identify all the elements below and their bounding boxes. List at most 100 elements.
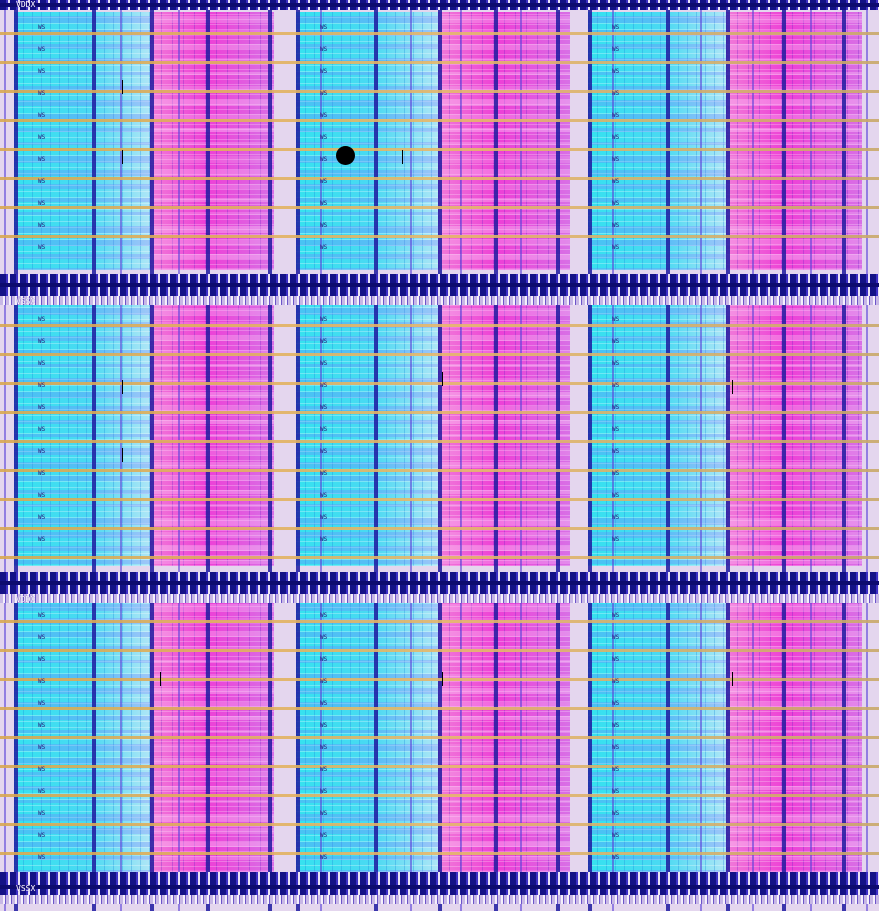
metal-thin-line <box>320 0 322 911</box>
via-marker <box>122 448 123 462</box>
cell-tag: WS <box>320 156 328 163</box>
cell-tag: WS <box>612 854 620 861</box>
cell-tag: WS <box>612 46 620 53</box>
power-rail <box>0 556 879 559</box>
metal-thin-line <box>178 0 180 911</box>
cell-tag: WS <box>612 448 620 455</box>
via-marker <box>122 380 123 394</box>
bus-strip <box>0 572 879 594</box>
layout-cell-magenta <box>150 12 274 270</box>
cell-tag: WS <box>38 134 46 141</box>
cell-tag: WS <box>612 178 620 185</box>
metal-vertical-line <box>666 0 670 911</box>
cell-tag: WS <box>320 338 328 345</box>
cell-tag: WS <box>38 222 46 229</box>
metal-thin-line <box>120 0 122 911</box>
cell-tag: WS <box>320 24 328 31</box>
cell-tag: WS <box>38 46 46 53</box>
cell-tag: WS <box>612 810 620 817</box>
power-rail <box>0 90 879 93</box>
metal-vertical-line <box>494 0 498 911</box>
row-label: VSSX <box>16 297 36 306</box>
power-rail <box>0 177 879 180</box>
label-strip <box>0 594 879 603</box>
metal-thin-line <box>752 0 754 911</box>
cell-tag: WS <box>320 470 328 477</box>
cell-tag: WS <box>320 612 328 619</box>
cell-tag: WS <box>38 156 46 163</box>
label-strip <box>0 895 879 904</box>
cell-tag: WS <box>612 244 620 251</box>
cell-tag: WS <box>320 426 328 433</box>
cell-tag: WS <box>38 656 46 663</box>
layout-cell-cyan <box>296 12 438 270</box>
layout-cell-cyan <box>588 304 726 566</box>
cell-tag: WS <box>320 200 328 207</box>
via-marker <box>122 80 123 94</box>
cell-tag: WS <box>38 536 46 543</box>
cell-tag: WS <box>38 200 46 207</box>
cell-tag: WS <box>38 382 46 389</box>
cell-tag: WS <box>38 854 46 861</box>
cell-tag: WS <box>320 536 328 543</box>
cell-tag: WS <box>612 200 620 207</box>
layout-cell-magenta <box>726 304 862 566</box>
cell-tag: WS <box>38 178 46 185</box>
cell-tag: WS <box>320 810 328 817</box>
metal-vertical-line <box>588 0 592 911</box>
cell-tag: WS <box>612 722 620 729</box>
cell-tag: WS <box>38 514 46 521</box>
power-rail <box>0 794 879 797</box>
power-rail <box>0 206 879 209</box>
via-marker <box>732 672 733 686</box>
layout-cell-cyan <box>588 12 726 270</box>
cell-tag: WS <box>38 810 46 817</box>
row-label: VSSX <box>16 884 36 893</box>
metal-vertical-line <box>782 0 786 911</box>
cell-tag: WS <box>38 832 46 839</box>
metal-vertical-line <box>296 0 300 911</box>
cell-tag: WS <box>38 470 46 477</box>
cell-tag: WS <box>320 178 328 185</box>
cell-tag: WS <box>320 316 328 323</box>
cell-tag: WS <box>38 90 46 97</box>
cell-tag: WS <box>612 360 620 367</box>
power-rail <box>0 235 879 238</box>
power-rail <box>0 498 879 501</box>
cell-tag: WS <box>38 788 46 795</box>
cell-tag: WS <box>320 134 328 141</box>
cell-tag: WS <box>38 678 46 685</box>
metal-thin-line <box>700 0 702 911</box>
bus-strip <box>0 274 879 296</box>
metal-thin-line <box>460 0 462 911</box>
cell-tag: WS <box>320 404 328 411</box>
power-rail <box>0 852 879 855</box>
cell-tag: WS <box>612 678 620 685</box>
power-rail <box>0 823 879 826</box>
metal-thin-line <box>810 0 812 911</box>
power-rail <box>0 765 879 768</box>
cell-tag: WS <box>38 338 46 345</box>
power-rail <box>0 440 879 443</box>
cell-tag: WS <box>320 222 328 229</box>
row-label: VDDX <box>16 595 36 604</box>
cell-tag: WS <box>612 612 620 619</box>
cell-tag: WS <box>320 492 328 499</box>
via-marker <box>732 380 733 394</box>
cell-tag: WS <box>38 244 46 251</box>
cell-tag: WS <box>320 678 328 685</box>
cell-tag: WS <box>612 426 620 433</box>
row-label: VDDX <box>16 0 36 9</box>
power-rail <box>0 324 879 327</box>
cell-tag: WS <box>320 854 328 861</box>
cell-tag: WS <box>320 448 328 455</box>
cell-tag: WS <box>612 68 620 75</box>
cell-tag: WS <box>612 90 620 97</box>
cell-tag: WS <box>320 46 328 53</box>
cell-tag: WS <box>612 744 620 751</box>
metal-thin-line <box>866 0 868 911</box>
cell-tag: WS <box>320 90 328 97</box>
cell-tag: WS <box>320 700 328 707</box>
metal-vertical-line <box>206 0 210 911</box>
